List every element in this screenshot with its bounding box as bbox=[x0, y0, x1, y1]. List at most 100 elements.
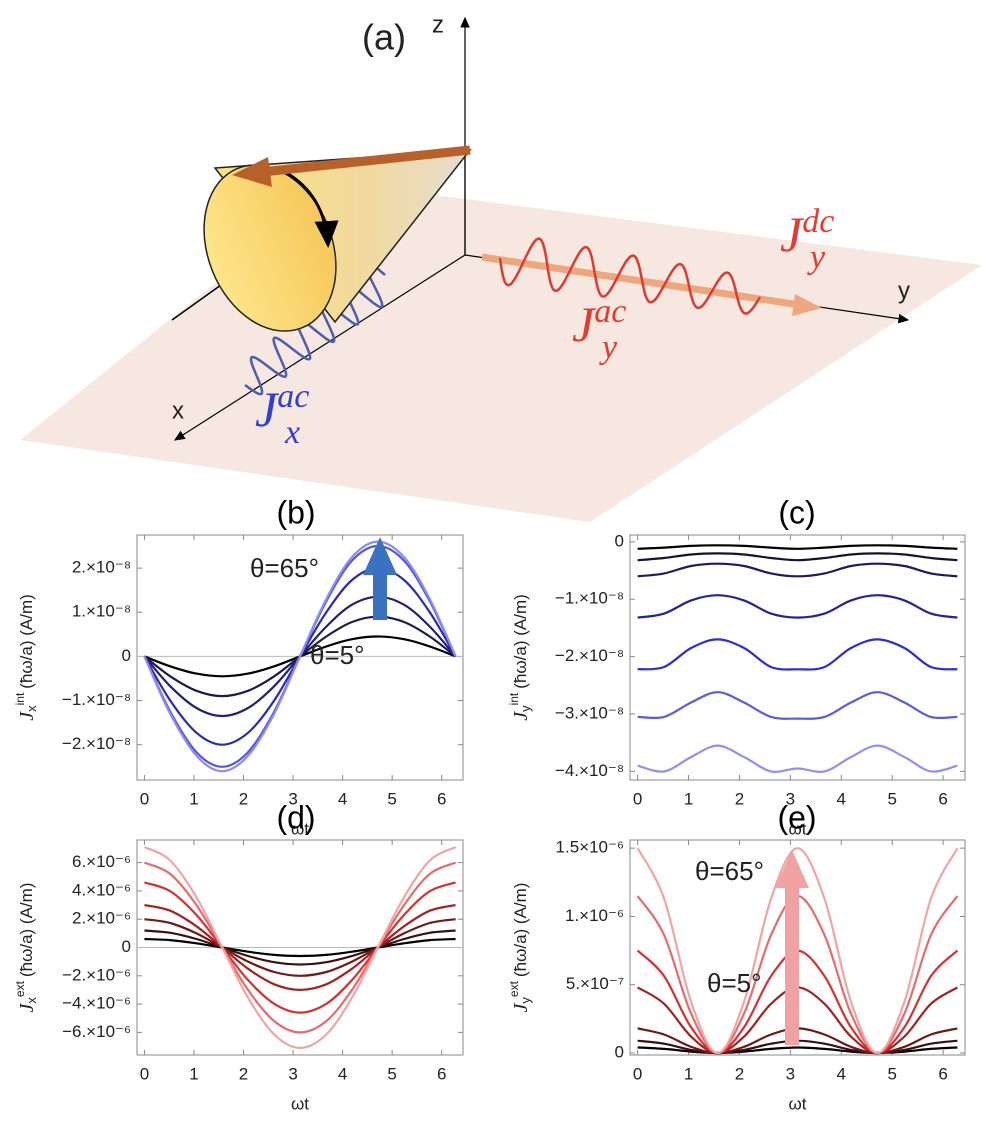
data-line bbox=[143, 540, 457, 773]
y-tick-label: −2.×10⁻⁸ bbox=[555, 646, 624, 665]
current-label: Jdc y bbox=[780, 203, 834, 276]
annotation: θ=5° bbox=[707, 968, 762, 998]
y-tick-label: 2.×10⁻⁸ bbox=[72, 558, 131, 577]
unit: (ħω/a) (A/m) bbox=[511, 594, 530, 689]
axis-name: z bbox=[432, 11, 444, 38]
x-tick-label: 0 bbox=[633, 1064, 642, 1083]
subscript: y bbox=[599, 329, 618, 366]
plane bbox=[20, 183, 982, 522]
subscript: y bbox=[518, 705, 533, 712]
x-tick-label: 3 bbox=[786, 789, 795, 808]
data-line bbox=[144, 929, 456, 966]
data-line bbox=[144, 881, 456, 1014]
symbol: J bbox=[510, 1002, 532, 1012]
x-tick-label: 3 bbox=[288, 1064, 297, 1083]
y-tick-label: −6.×10⁻⁶ bbox=[62, 1022, 131, 1041]
plot-frame bbox=[136, 534, 464, 781]
y-tick-label: 5.×10⁻⁷ bbox=[566, 974, 624, 993]
y-axis-label: Jyext (ħω/a) (A/m) bbox=[507, 883, 533, 1013]
current-wave-y bbox=[498, 237, 762, 315]
y-axis-label: Jxint (ħω/a) (A/m) bbox=[13, 594, 39, 721]
y-tick-label: −2.×10⁻⁸ bbox=[62, 734, 131, 753]
data-line bbox=[637, 594, 958, 619]
data-line bbox=[637, 744, 958, 773]
trend-arrowhead bbox=[363, 537, 397, 575]
annotation: θ=65° bbox=[250, 553, 319, 583]
annotation: θ=5° bbox=[310, 640, 365, 670]
x-tick-label: 4 bbox=[837, 1064, 846, 1083]
magnetization-arrow bbox=[261, 145, 471, 177]
x-tick-label: 0 bbox=[140, 1064, 149, 1083]
x-tick-label: 2 bbox=[735, 789, 744, 808]
y-tick-label: −3.×10⁻⁸ bbox=[555, 704, 624, 723]
x-tick-label: 4 bbox=[338, 1064, 347, 1083]
panel-title: (d) bbox=[276, 799, 315, 835]
data-line bbox=[636, 847, 959, 1055]
x-tick-label: 3 bbox=[288, 789, 297, 808]
data-line bbox=[144, 918, 456, 977]
x-tick-label: 5 bbox=[387, 789, 396, 808]
x-axis-label: ωt bbox=[789, 819, 807, 838]
superscript: dc bbox=[802, 203, 834, 240]
x-axis-label: ωt bbox=[291, 819, 309, 838]
x-tick-label: 1 bbox=[684, 1064, 693, 1083]
y-tick-label: 1.5×10⁻⁶ bbox=[556, 838, 624, 857]
panel-title: (a) bbox=[362, 17, 406, 58]
axis-name: x bbox=[172, 397, 184, 424]
y-tick-label: −1.×10⁻⁸ bbox=[62, 690, 131, 709]
data-line bbox=[144, 937, 456, 958]
current-label: Jac y bbox=[572, 293, 626, 366]
y-tick-label: −2.×10⁻⁶ bbox=[62, 965, 131, 984]
current-wave-x bbox=[244, 259, 386, 396]
y-axis-label: Jxext (ħω/a) (A/m) bbox=[13, 883, 39, 1013]
y-tick-label: 1.×10⁻⁸ bbox=[72, 602, 131, 621]
y-tick-label: 0 bbox=[615, 531, 624, 550]
y-tick-label: −4.×10⁻⁶ bbox=[62, 994, 131, 1013]
trend-arrowhead bbox=[775, 850, 809, 888]
y-tick-label: 0 bbox=[122, 937, 131, 956]
symbol: J bbox=[16, 1002, 38, 1012]
data-line bbox=[637, 638, 958, 671]
y-tick-label: −1.×10⁻⁸ bbox=[555, 589, 624, 608]
x-tick-label: 6 bbox=[938, 1064, 947, 1083]
x-tick-label: 6 bbox=[437, 789, 446, 808]
x-tick-label: 0 bbox=[140, 789, 149, 808]
data-line bbox=[637, 544, 958, 550]
superscript: ac bbox=[277, 378, 309, 415]
symbol: J bbox=[572, 296, 597, 352]
x-tick-label: 4 bbox=[338, 789, 347, 808]
x-tick-label: 5 bbox=[387, 1064, 396, 1083]
superscript: int bbox=[507, 692, 521, 705]
x-axis-label: ωt bbox=[291, 1094, 309, 1113]
data-line bbox=[143, 861, 457, 1034]
x-tick-label: 1 bbox=[189, 1064, 198, 1083]
x-tick-label: 6 bbox=[437, 1064, 446, 1083]
x-tick-label: 0 bbox=[633, 789, 642, 808]
subscript: y bbox=[807, 239, 826, 276]
current-label: Jac x bbox=[255, 378, 309, 451]
annotation: θ=65° bbox=[695, 856, 764, 886]
x-axis-label: ωt bbox=[789, 1094, 807, 1113]
x-tick-label: 1 bbox=[189, 789, 198, 808]
diagram: (a) x y z bbox=[20, 11, 982, 522]
y-tick-label: 4.×10⁻⁶ bbox=[72, 880, 131, 899]
subscript: x bbox=[24, 997, 39, 1004]
superscript: ext bbox=[13, 980, 27, 997]
unit: (ħω/a) (A/m) bbox=[511, 883, 530, 978]
superscript: ext bbox=[507, 980, 521, 997]
x-tick-label: 5 bbox=[887, 789, 896, 808]
x-tick-label: 2 bbox=[735, 1064, 744, 1083]
y-axis-label: Jyint (ħω/a) (A/m) bbox=[507, 594, 533, 721]
unit: (ħω/a) (A/m) bbox=[17, 594, 36, 689]
subscript: y bbox=[518, 997, 533, 1004]
x-tick-label: 1 bbox=[684, 789, 693, 808]
symbol: J bbox=[510, 711, 532, 721]
x-tick-label: 3 bbox=[786, 1064, 795, 1083]
data-line bbox=[637, 562, 958, 578]
plot-frame bbox=[629, 839, 966, 1056]
y-tick-label: 0 bbox=[122, 646, 131, 665]
panel-title: (b) bbox=[276, 494, 315, 530]
plot-frame bbox=[629, 534, 966, 781]
superscript: ac bbox=[594, 293, 626, 330]
x-tick-label: 4 bbox=[837, 789, 846, 808]
